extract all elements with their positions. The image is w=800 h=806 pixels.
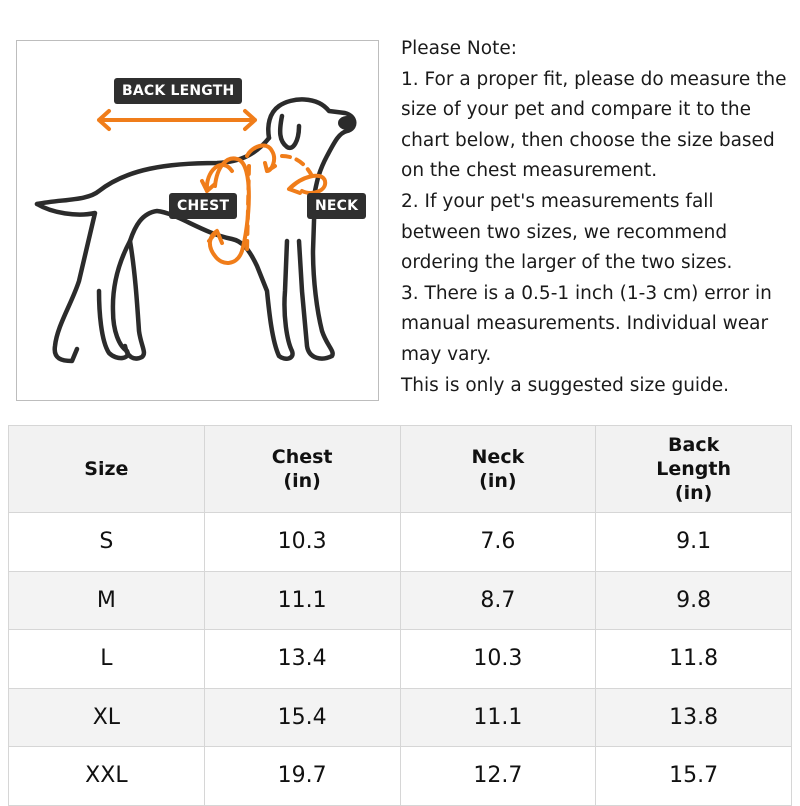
header-chest: Chest (in) <box>203 425 401 513</box>
neck-cell: 10.3 <box>399 629 597 689</box>
dog-ear <box>277 113 302 151</box>
note-item: 1. For a proper fit, please do measure t… <box>401 68 787 182</box>
neck-cell: 11.1 <box>399 687 597 747</box>
chest-cell: 10.3 <box>203 512 401 572</box>
table-row: L 13.4 10.3 11.8 <box>8 629 792 689</box>
back-length-label: BACK LENGTH <box>114 78 243 104</box>
chest-cell: 13.4 <box>203 629 401 689</box>
note-item: 3. There is a 0.5-1 inch (1-3 cm) error … <box>401 282 772 365</box>
size-cell: XXL <box>8 746 205 806</box>
header-size: Size <box>8 425 205 513</box>
header-unit: (in) <box>283 470 321 492</box>
dog-back-outline <box>34 135 272 207</box>
dog-measurement-diagram: BACK LENGTH CHEST NECK <box>16 40 379 401</box>
dog-nose <box>338 116 356 130</box>
chest-cell: 19.7 <box>203 746 401 806</box>
dog-head-outline <box>266 97 357 361</box>
table-row: XXL 19.7 12.7 15.7 <box>8 746 792 806</box>
table-row: M 11.1 8.7 9.8 <box>8 570 792 630</box>
neck-cell: 12.7 <box>399 746 597 806</box>
back-length-cell: 9.1 <box>595 512 792 572</box>
size-cell: XL <box>8 687 205 747</box>
back-length-cell: 11.8 <box>595 629 792 689</box>
chest-label: CHEST <box>169 193 238 219</box>
chest-arrow <box>207 156 251 265</box>
size-cell: L <box>8 629 205 689</box>
table-header-row: Size Chest (in) Neck (in) Back Length (in) <box>8 425 792 513</box>
neck-cell: 7.6 <box>399 512 597 572</box>
dog-body-outline <box>96 208 295 361</box>
header-unit: (in) <box>674 482 713 504</box>
notes-heading: Please Note: <box>401 38 517 59</box>
measurement-arrows <box>97 109 328 265</box>
header-text: Neck <box>471 446 525 468</box>
neck-cell: 8.7 <box>399 570 597 630</box>
size-cell: S <box>8 512 205 572</box>
dog-illustration <box>34 97 357 364</box>
size-cell: M <box>8 570 205 630</box>
back-length-cell: 15.7 <box>595 746 792 806</box>
header-unit: (in) <box>479 470 517 492</box>
header-neck: Neck (in) <box>399 425 597 513</box>
back-length-arrow <box>97 109 257 131</box>
table-row: XL 15.4 11.1 13.8 <box>8 687 792 747</box>
header-text: Size <box>84 458 129 480</box>
chest-cell: 11.1 <box>203 570 401 630</box>
neck-arrow <box>245 143 277 173</box>
size-notes: Please Note: 1. For a proper fit, please… <box>401 34 796 401</box>
note-item: This is only a suggested size guide. <box>401 374 730 396</box>
note-item: 2. If your pet's measurements fall betwe… <box>401 190 733 274</box>
table-row: S 10.3 7.6 9.1 <box>8 512 792 572</box>
header-text: Back <box>668 434 720 456</box>
back-length-cell: 9.8 <box>595 570 792 630</box>
header-text: Chest <box>271 446 333 468</box>
chest-cell: 15.4 <box>203 687 401 747</box>
header-text: Length <box>656 458 731 480</box>
back-length-cell: 13.8 <box>595 687 792 747</box>
size-chart-table: Size Chest (in) Neck (in) Back Length (in) S… <box>8 425 792 806</box>
neck-label: NECK <box>307 193 367 219</box>
header-back-length: Back Length (in) <box>595 425 792 513</box>
